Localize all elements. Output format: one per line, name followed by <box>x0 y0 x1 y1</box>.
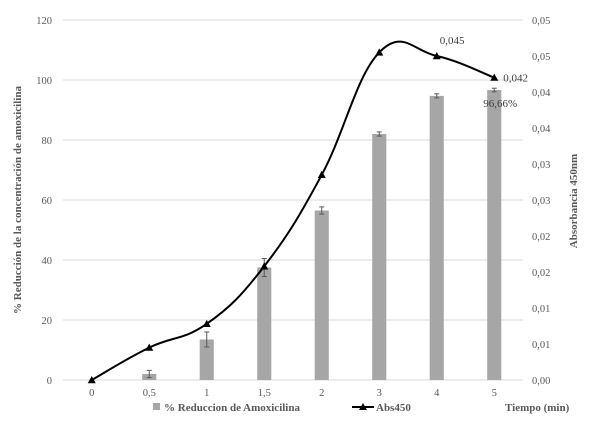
legend: % Reduccion de Amoxicilina Abs450 <box>153 402 411 414</box>
error-bars <box>146 87 497 379</box>
abs450-line <box>91 40 495 381</box>
y-left-tick-label: 40 <box>42 256 53 267</box>
x-tick-label: 5 <box>492 388 497 399</box>
left-axis-ticks: 0 20 40 60 80 100 120 <box>36 16 52 387</box>
y-axis-left-title: % Reducción de la concentración de amoxi… <box>12 86 24 314</box>
x-tick-label: 3 <box>377 388 382 399</box>
bar <box>314 210 329 380</box>
x-axis-ticks: 0 0,5 1 1,5 2 3 4 5 <box>89 388 497 399</box>
y-right-tick-label: 0,03 <box>532 160 550 171</box>
right-axis-ticks: 0,00 0,01 0,01 0,02 0,02 0,03 0,03 0,04 0,04 0,05… <box>532 16 551 387</box>
data-label: 0,045 <box>440 35 465 47</box>
y-right-tick-label: 0,04 <box>532 88 551 99</box>
y-right-tick-label: 0,01 <box>532 340 550 351</box>
y-right-tick-label: 0,05 <box>532 52 550 63</box>
y-left-tick-label: 100 <box>36 76 52 87</box>
legend-label-bar: % Reduccion de Amoxicilina <box>164 402 300 414</box>
bar <box>429 95 444 381</box>
data-label: 0,042 <box>503 73 528 85</box>
legend-label-line: Abs450 <box>376 402 411 414</box>
bar <box>199 339 214 380</box>
y-right-tick-label: 0,03 <box>532 196 550 207</box>
line-marker <box>375 48 384 56</box>
line-marker <box>432 52 441 60</box>
y-left-tick-label: 120 <box>36 16 52 27</box>
line-marker <box>490 73 499 81</box>
y-left-tick-label: 60 <box>42 196 53 207</box>
line-series <box>87 40 499 384</box>
x-tick-label: 0 <box>89 388 94 399</box>
y-left-tick-label: 20 <box>42 316 53 327</box>
x-tick-label: 1,5 <box>258 388 271 399</box>
line-marker <box>260 262 269 270</box>
bar <box>257 267 272 380</box>
y-right-tick-label: 0,05 <box>532 16 550 27</box>
y-right-tick-label: 0,02 <box>532 232 550 243</box>
data-label: 96,66% <box>483 98 517 110</box>
x-tick-label: 4 <box>434 388 440 399</box>
y-right-tick-label: 0,00 <box>532 376 550 387</box>
line-marker <box>145 343 154 351</box>
legend-triangle-marker <box>359 403 367 410</box>
bar <box>372 134 387 380</box>
line-marker <box>317 170 326 178</box>
y-right-tick-label: 0,02 <box>532 268 550 279</box>
data-labels: 0,045 0,042 96,66% <box>440 35 528 110</box>
x-axis-title: Tiempo (min) <box>505 402 570 414</box>
gridlines <box>63 19 523 381</box>
x-tick-label: 2 <box>319 388 324 399</box>
bar <box>487 90 502 381</box>
y-right-tick-label: 0,01 <box>532 304 550 315</box>
y-left-tick-label: 80 <box>42 136 53 147</box>
x-tick-label: 1 <box>204 388 209 399</box>
y-right-tick-label: 0,04 <box>532 124 551 135</box>
y-axis-right-title: Absorbancia 450nm <box>568 154 580 248</box>
y-left-tick-label: 0 <box>47 376 52 387</box>
x-tick-label: 0,5 <box>143 388 156 399</box>
line-marker <box>202 319 211 328</box>
bar-series <box>142 90 502 381</box>
line-marker <box>87 376 96 384</box>
legend-swatch-bar <box>153 403 160 410</box>
